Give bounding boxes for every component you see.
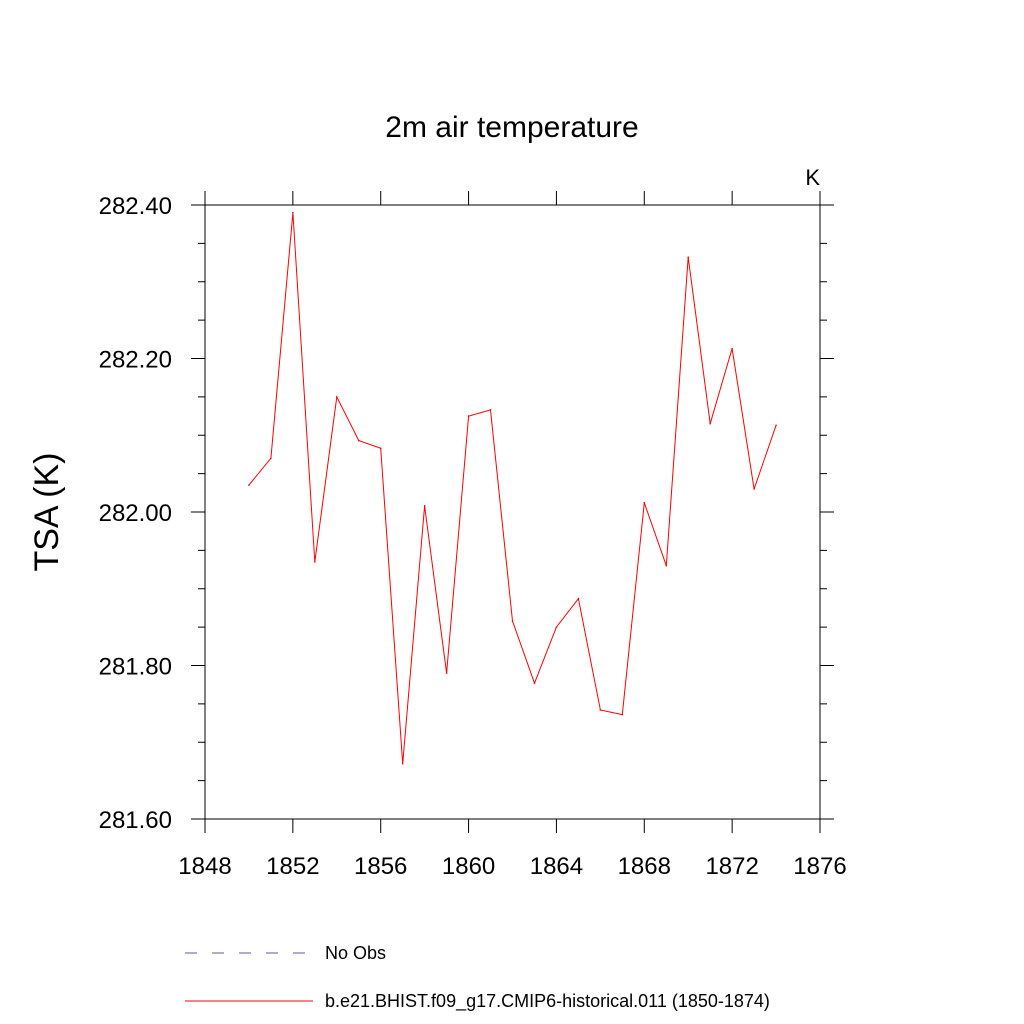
data-point (665, 564, 668, 567)
data-point (401, 762, 404, 765)
data-point (599, 709, 602, 711)
y-tick-label: 282.20 (99, 347, 172, 374)
data-point (314, 561, 316, 563)
data-point (445, 672, 448, 674)
y-tick-label: 282.00 (99, 500, 172, 527)
data-point (248, 484, 250, 486)
legend-label-no-obs: No Obs (325, 943, 386, 963)
data-point (577, 597, 580, 600)
data-point (533, 682, 536, 684)
data-point (775, 424, 777, 427)
data-point (621, 713, 624, 716)
data-point (379, 447, 382, 450)
data-point (643, 501, 646, 504)
plot-frame (204, 204, 821, 820)
y-tick-label: 281.60 (99, 807, 172, 834)
data-point (292, 211, 294, 214)
data-point (489, 409, 492, 411)
x-tick-label: 1872 (705, 853, 758, 880)
data-point (753, 488, 755, 490)
y-tick-label: 282.40 (99, 193, 172, 220)
x-tick-label: 1848 (178, 853, 231, 880)
data-point (709, 422, 711, 425)
series-layer (248, 211, 777, 765)
data-point (731, 347, 733, 350)
x-tick-label: 1864 (530, 853, 583, 880)
y-axis-label: TSA (K) (28, 452, 66, 571)
data-point (555, 626, 558, 628)
data-point (270, 457, 272, 460)
units-label: K (805, 165, 820, 190)
series-line (248, 212, 777, 764)
data-point (357, 439, 360, 442)
chart-title: 2m air temperature (385, 111, 638, 144)
data-point (687, 256, 690, 258)
data-point (423, 505, 426, 507)
x-tick-label: 1852 (266, 853, 319, 880)
legend: No Obs b.e21.BHIST.f09_g17.CMIP6-histori… (185, 943, 770, 1012)
x-tick-label: 1860 (442, 853, 495, 880)
x-tick-label: 1876 (793, 853, 846, 880)
x-tick-label: 1868 (618, 853, 671, 880)
data-point (511, 620, 514, 622)
legend-label-series: b.e21.BHIST.f09_g17.CMIP6-historical.011… (325, 991, 770, 1012)
x-tick-label: 1856 (354, 853, 407, 880)
data-point (467, 415, 470, 417)
y-axis-ticks: 281.60 281.80 282.00 282.20 282.40 (99, 193, 834, 834)
y-tick-label: 281.80 (99, 654, 172, 681)
data-point (335, 396, 338, 398)
x-axis-ticks: 1848 1852 1856 1860 1864 1868 1872 1876 (178, 191, 847, 880)
